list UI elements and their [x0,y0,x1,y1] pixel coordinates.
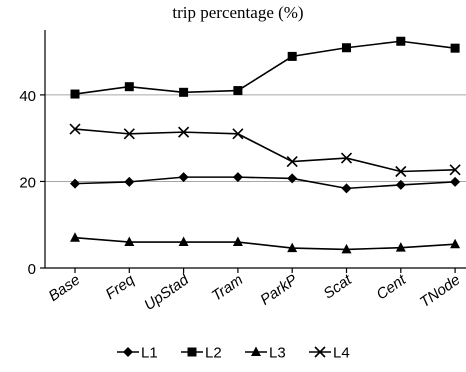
x-tick-label: UpStad [141,271,192,314]
data-point-l2 [287,51,297,61]
series-line-l4 [74,128,456,173]
data-point-l3 [395,242,406,252]
data-point-l1 [178,172,189,183]
x-tick-label: Cent [373,271,409,304]
data-point-l4 [395,165,407,178]
data-point-l4 [286,155,298,168]
data-point-l4 [123,128,135,140]
series-line-l3 [74,236,456,251]
data-point-l2 [179,87,189,97]
y-tick-label: 20 [19,174,36,191]
data-point-l4 [340,152,353,164]
y-axis-ticks: 0 20 40 [19,88,45,278]
data-point-l2 [342,43,351,53]
legend-marker-l4 [314,346,326,358]
data-point-l4 [69,123,81,135]
series-group [69,36,461,254]
chart-title: trip percentage (%) [172,3,303,22]
data-point-l1 [124,176,135,187]
series-line-l2 [74,40,456,95]
legend-label-l2: L2 [205,345,222,362]
legend-item-l2: L2 [181,345,222,362]
gridlines [45,94,466,182]
legend-marker-l1 [123,347,133,357]
legend: L1 L2 L3 L4 [117,345,350,362]
data-point-l1 [70,178,80,189]
data-point-l3 [287,242,298,253]
x-tick-label: Tram [209,271,247,304]
x-axis-ticks: Base Freq UpStad Tram ParkP Scat Cent TNode [46,268,464,314]
data-point-l3 [341,243,352,254]
data-point-l2 [70,89,80,99]
data-point-l1 [232,172,243,183]
data-point-l2 [450,43,460,53]
legend-label-l1: L1 [141,345,158,362]
data-point-l1 [287,173,298,184]
data-point-l2 [396,36,406,46]
data-point-l2 [233,86,243,96]
series-line-l1 [74,176,456,190]
data-point-l1 [341,183,352,194]
x-tick-label: Base [46,271,84,305]
x-tick-label: Freq [103,271,139,303]
data-point-l1 [450,176,461,187]
data-point-l4 [232,128,244,140]
data-point-l3 [178,236,189,247]
data-point-l3 [450,238,461,249]
data-point-l3 [70,232,80,242]
data-point-l3 [124,236,135,247]
legend-label-l3: L3 [269,345,286,362]
data-point-l3 [232,236,243,247]
legend-label-l4: L4 [333,345,350,362]
legend-item-l3: L3 [245,345,286,362]
data-point-l1 [395,179,406,190]
x-tick-label: TNode [417,271,464,311]
legend-marker-l2 [187,347,197,357]
x-tick-label: ParkP [257,271,300,308]
legend-item-l4: L4 [309,345,350,362]
legend-item-l1: L1 [117,345,158,362]
data-point-l4 [449,164,461,176]
x-tick-label: Scat [320,271,355,303]
y-tick-label: 0 [28,261,36,278]
data-point-l2 [124,82,134,92]
legend-marker-l3 [251,346,261,356]
y-tick-label: 40 [19,88,36,105]
data-point-l4 [178,126,190,138]
